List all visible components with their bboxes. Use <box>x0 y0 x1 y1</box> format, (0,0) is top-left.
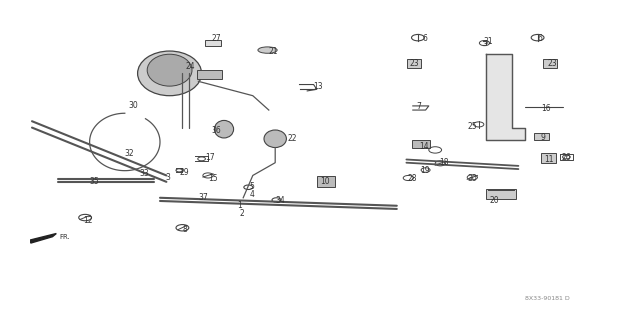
Text: 32: 32 <box>125 149 134 158</box>
Text: 7: 7 <box>416 102 421 111</box>
FancyBboxPatch shape <box>197 70 222 79</box>
Text: 13: 13 <box>314 82 323 91</box>
FancyBboxPatch shape <box>407 59 421 68</box>
Text: 10: 10 <box>320 177 330 186</box>
Text: 26: 26 <box>562 153 572 162</box>
Polygon shape <box>486 54 525 140</box>
Text: 31: 31 <box>483 37 493 46</box>
Text: 27: 27 <box>211 34 221 43</box>
Text: 11: 11 <box>544 155 554 164</box>
Text: 25: 25 <box>467 122 477 130</box>
FancyBboxPatch shape <box>486 189 516 199</box>
Ellipse shape <box>138 51 202 96</box>
Text: 4: 4 <box>250 190 255 199</box>
Polygon shape <box>31 234 56 243</box>
Text: 36: 36 <box>211 126 221 135</box>
Text: 23: 23 <box>547 59 557 68</box>
Text: 6: 6 <box>538 34 543 43</box>
Text: 28: 28 <box>408 174 417 183</box>
Text: 24: 24 <box>186 63 195 71</box>
Text: 23: 23 <box>410 59 419 68</box>
Text: 37: 37 <box>198 193 208 202</box>
Text: 3: 3 <box>165 173 170 182</box>
Text: 20: 20 <box>490 197 499 205</box>
Text: 14: 14 <box>419 142 429 151</box>
Text: 5: 5 <box>250 182 255 191</box>
Text: 34: 34 <box>275 197 285 205</box>
Text: 18: 18 <box>439 158 449 167</box>
Text: FR.: FR. <box>59 234 70 240</box>
Ellipse shape <box>214 121 234 138</box>
FancyBboxPatch shape <box>412 140 430 148</box>
Text: 33: 33 <box>140 169 149 178</box>
Text: 21: 21 <box>269 47 278 56</box>
FancyBboxPatch shape <box>543 59 557 68</box>
Text: 9: 9 <box>541 133 546 142</box>
Ellipse shape <box>147 54 192 86</box>
Text: 1: 1 <box>237 201 241 210</box>
Text: 30: 30 <box>467 174 477 183</box>
Text: 6: 6 <box>422 34 428 43</box>
Text: 2: 2 <box>240 209 244 218</box>
Text: 35: 35 <box>90 177 99 186</box>
Text: 19: 19 <box>420 166 429 175</box>
FancyBboxPatch shape <box>534 133 549 140</box>
Ellipse shape <box>258 47 277 53</box>
FancyBboxPatch shape <box>541 153 556 163</box>
FancyBboxPatch shape <box>317 176 335 187</box>
Text: 12: 12 <box>83 216 93 225</box>
Text: 29: 29 <box>179 168 189 177</box>
FancyBboxPatch shape <box>205 40 221 46</box>
Text: 22: 22 <box>288 134 298 143</box>
Text: 30: 30 <box>128 101 138 110</box>
Text: 15: 15 <box>208 174 218 183</box>
Ellipse shape <box>264 130 287 148</box>
Text: 16: 16 <box>541 104 550 113</box>
Text: 8: 8 <box>182 225 187 234</box>
Text: 8X33-90181 D: 8X33-90181 D <box>525 296 570 301</box>
Text: 17: 17 <box>205 153 214 162</box>
